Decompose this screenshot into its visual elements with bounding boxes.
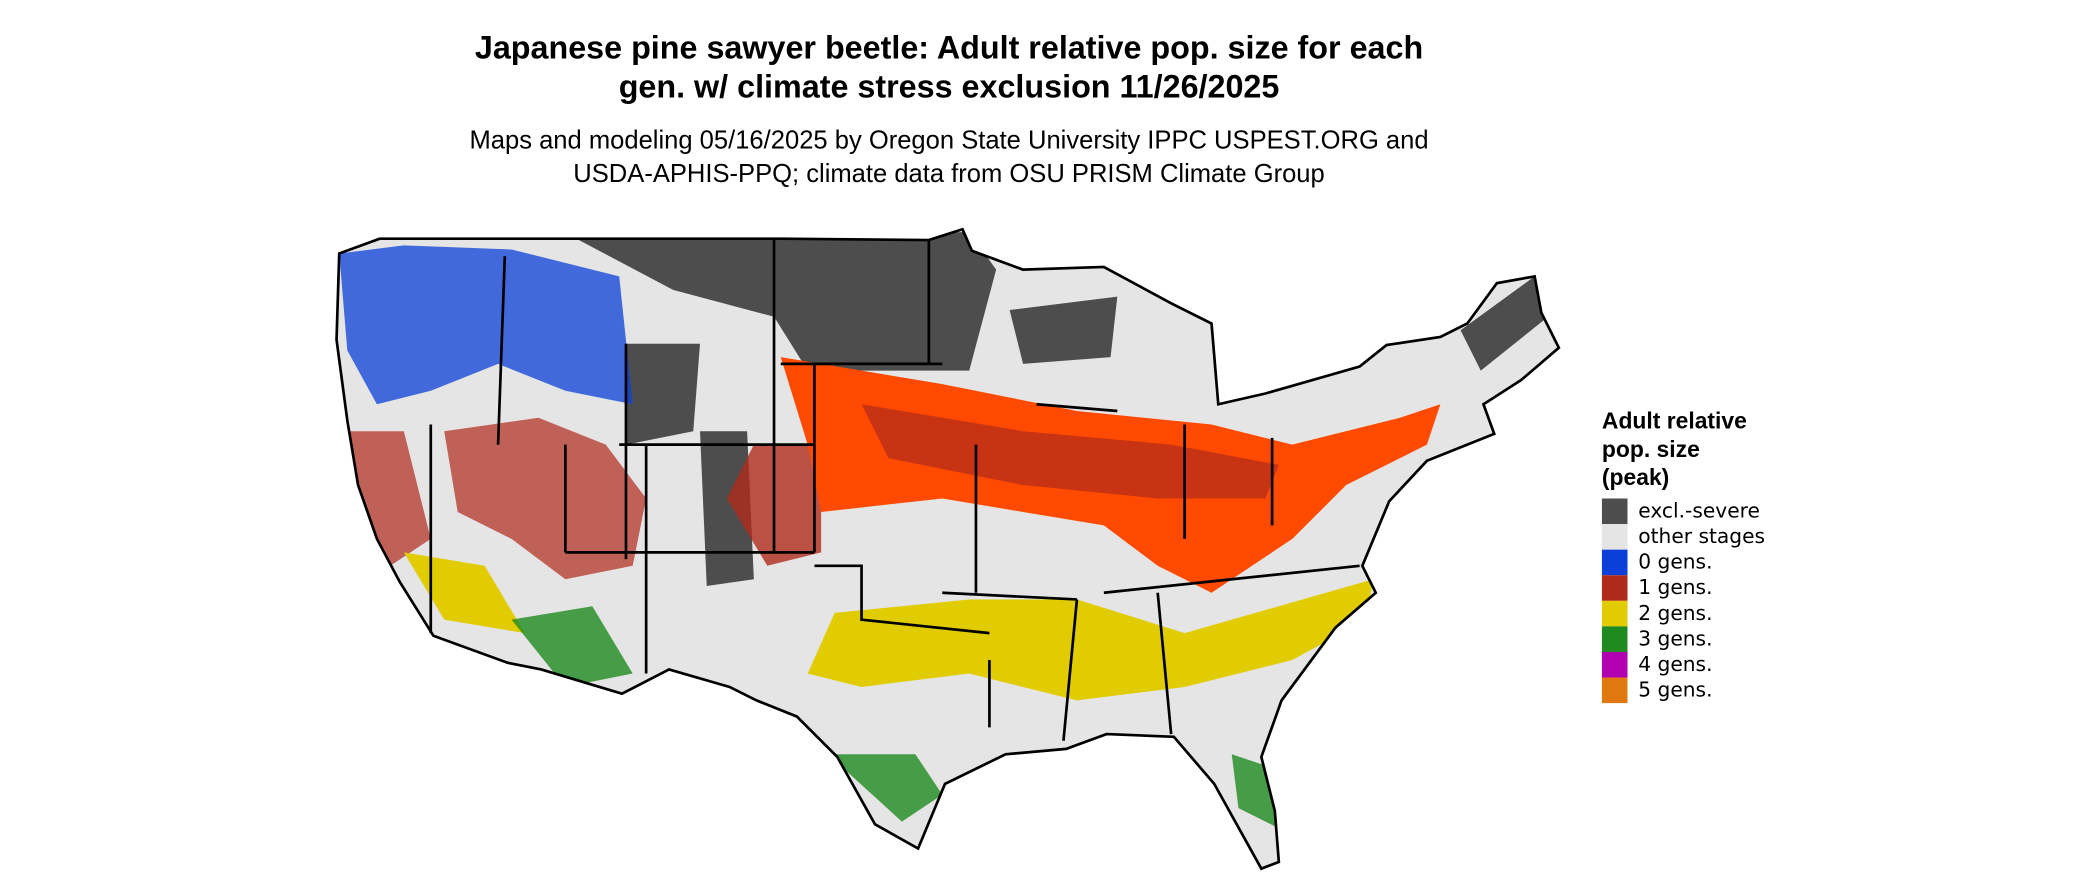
- legend-swatch: [1601, 677, 1628, 704]
- legend: Adult relative pop. size (peak) excl.-se…: [1601, 408, 1765, 704]
- region: [1460, 276, 1549, 371]
- legend-swatch: [1601, 524, 1628, 550]
- region: [827, 754, 943, 822]
- legend-label: 4 gens.: [1638, 652, 1712, 676]
- legend-title: pop. size: [1602, 436, 1700, 462]
- region: [339, 245, 633, 405]
- map-regions: [339, 231, 1549, 829]
- legend-label: 5 gens.: [1638, 678, 1712, 702]
- region: [511, 606, 633, 687]
- region: [807, 579, 1374, 701]
- region: [444, 417, 647, 580]
- legend-label: 0 gens.: [1638, 550, 1712, 574]
- title-line: gen. w/ climate stress exclusion 11/26/2…: [619, 68, 1280, 104]
- subtitle-line: USDA-APHIS-PPQ; climate data from OSU PR…: [573, 160, 1324, 188]
- legend-label: 2 gens.: [1638, 601, 1712, 625]
- legend-swatch: [1601, 651, 1628, 678]
- legend-label: 3 gens.: [1638, 626, 1712, 650]
- legend-label: excl.-severe: [1638, 498, 1760, 522]
- subtitle-line: Maps and modeling 05/16/2025 by Oregon S…: [469, 127, 1428, 155]
- region: [403, 552, 525, 634]
- legend-swatch: [1601, 549, 1628, 576]
- region: [625, 343, 700, 445]
- title-line: Japanese pine sawyer beetle: Adult relat…: [475, 29, 1423, 65]
- legend-label: 1 gens.: [1638, 575, 1712, 599]
- legend-label: other stages: [1638, 524, 1765, 548]
- state-borders: [429, 238, 1360, 741]
- legend-title: Adult relative: [1602, 408, 1747, 434]
- legend-swatch: [1601, 575, 1628, 601]
- region: [700, 431, 754, 586]
- legend-swatch: [1601, 626, 1628, 652]
- region: [1009, 296, 1118, 364]
- legend-swatch: [1601, 600, 1628, 627]
- legend-swatch: [1601, 498, 1628, 525]
- region: [350, 431, 431, 566]
- region: [578, 231, 997, 371]
- legend-title: (peak): [1602, 464, 1669, 490]
- region: [861, 404, 1279, 499]
- map: [335, 227, 1561, 871]
